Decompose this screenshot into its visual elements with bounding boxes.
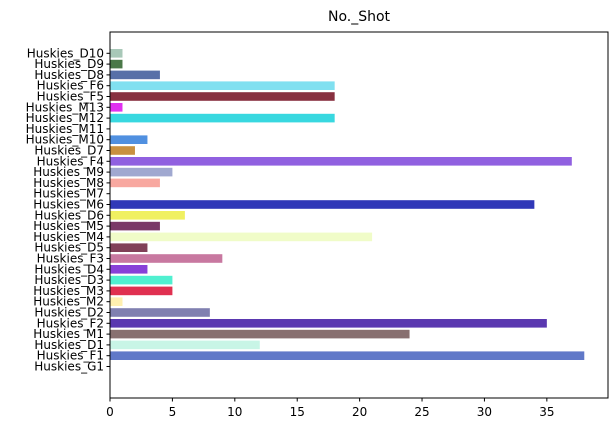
bar-huskies-d8 [110, 70, 160, 80]
bar-huskies-m8 [110, 178, 160, 188]
y-tick-label-huskies-d3: Huskies_D3 [34, 273, 104, 287]
bar-huskies-m13 [110, 103, 123, 112]
bar-huskies-f6 [110, 81, 335, 90]
x-axis: 0 5 10 15 20 25 30 35 [106, 398, 554, 419]
y-tick-label-huskies-m6: Huskies_M6 [33, 198, 104, 212]
chart-title: No._Shot [328, 9, 391, 25]
bar-huskies-m10 [110, 135, 148, 144]
y-tick-label-huskies-d6: Huskies_D6 [34, 208, 104, 222]
x-tick-label-10: 10 [227, 405, 242, 419]
bars-group [110, 49, 585, 360]
y-tick-label-huskies-m10: Huskies_M10 [26, 133, 104, 147]
bar-huskies-m5 [110, 221, 160, 231]
bar-huskies-f5 [110, 92, 335, 101]
y-tick-label-huskies-m5: Huskies_M5 [33, 219, 104, 233]
bar-huskies-f4 [110, 157, 572, 166]
bar-huskies-m12 [110, 113, 335, 123]
bar-huskies-m9 [110, 167, 173, 177]
bar-huskies-d6 [110, 211, 185, 220]
y-tick-label-huskies-d8: Huskies_D8 [34, 68, 104, 82]
y-tick-label-huskies-d7: Huskies_D7 [34, 144, 104, 158]
y-tick-label-huskies-m8: Huskies_M8 [33, 176, 104, 190]
y-axis: Huskies_G1Huskies_F1Huskies_D1Huskies_M1… [26, 46, 110, 374]
x-tick-label-35: 35 [539, 405, 554, 419]
bar-huskies-m3 [110, 286, 173, 296]
y-tick-label-huskies-f1: Huskies_F1 [37, 349, 104, 363]
bar-huskies-f3 [110, 254, 223, 263]
bar-huskies-d1 [110, 340, 260, 350]
x-tick-label-20: 20 [352, 405, 367, 419]
x-tick-label-0: 0 [106, 405, 114, 419]
bar-huskies-f1 [110, 351, 585, 360]
y-tick-label-huskies-m11: Huskies_M11 [26, 122, 104, 136]
bar-huskies-d9 [110, 59, 123, 69]
bar-huskies-m1 [110, 329, 410, 339]
y-tick-label-huskies-m7: Huskies_M7 [33, 187, 104, 201]
y-tick-label-huskies-f5: Huskies_F5 [37, 90, 104, 104]
y-tick-label-huskies-d10: Huskies_D10 [27, 46, 104, 60]
y-tick-label-huskies-f6: Huskies_F6 [37, 79, 104, 93]
x-tick-label-30: 30 [477, 405, 492, 419]
x-tick-label-5: 5 [169, 405, 177, 419]
y-tick-label-huskies-d1: Huskies_D1 [34, 338, 104, 352]
bar-huskies-d4 [110, 265, 148, 274]
bar-huskies-d10 [110, 49, 123, 58]
y-tick-label-huskies-d2: Huskies_D2 [34, 306, 104, 320]
y-tick-label-huskies-m4: Huskies_M4 [33, 230, 104, 244]
y-tick-label-huskies-m1: Huskies_M1 [33, 327, 104, 341]
y-tick-label-huskies-m3: Huskies_M3 [33, 284, 104, 298]
y-tick-label-huskies-m12: Huskies_M12 [26, 111, 104, 125]
y-tick-label-huskies-d4: Huskies_D4 [34, 262, 104, 276]
bar-huskies-m4 [110, 232, 373, 242]
y-tick-label-huskies-d5: Huskies_D5 [34, 241, 104, 255]
bar-huskies-m2 [110, 297, 123, 306]
y-tick-label-huskies-f4: Huskies_F4 [37, 154, 104, 168]
y-tick-label-huskies-m9: Huskies_M9 [33, 165, 104, 179]
bar-huskies-d7 [110, 146, 135, 155]
y-tick-label-huskies-d9: Huskies_D9 [34, 57, 104, 71]
y-tick-label-huskies-m13: Huskies_M13 [26, 100, 104, 114]
bar-huskies-d5 [110, 243, 148, 252]
plot-frame [109, 31, 609, 399]
bar-huskies-m6 [110, 200, 535, 209]
bar-huskies-d3 [110, 275, 173, 285]
y-tick-label-huskies-m2: Huskies_M2 [33, 295, 104, 309]
bar-huskies-f2 [110, 319, 547, 328]
x-tick-label-25: 25 [414, 405, 429, 419]
bar-huskies-d2 [110, 308, 210, 317]
y-tick-label-huskies-f2: Huskies_F2 [37, 316, 104, 330]
y-tick-label-huskies-f3: Huskies_F3 [37, 252, 104, 266]
x-tick-label-15: 15 [290, 405, 305, 419]
y-tick-label-huskies-g1: Huskies_G1 [34, 360, 104, 374]
